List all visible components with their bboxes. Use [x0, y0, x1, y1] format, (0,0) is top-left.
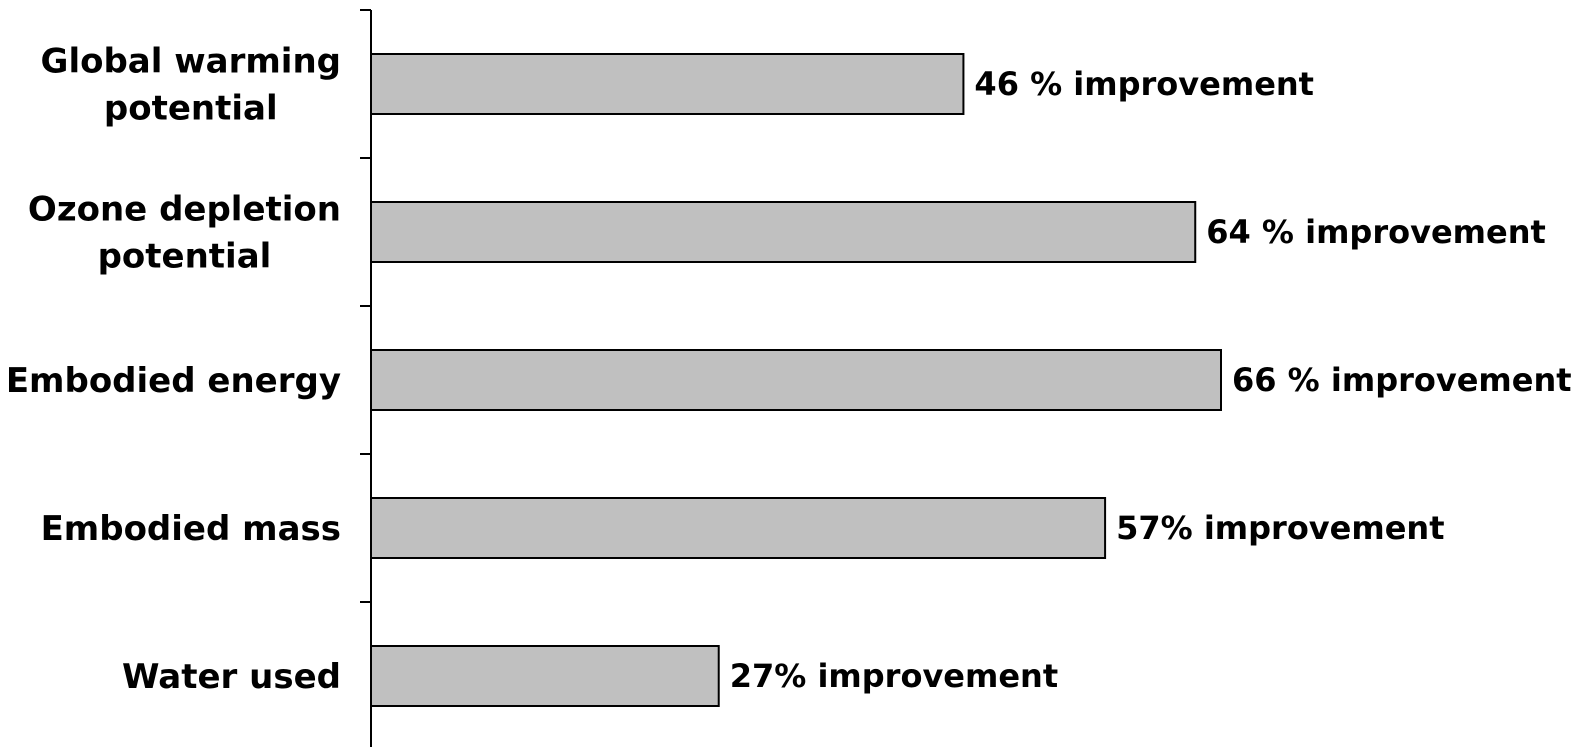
category-label: Embodied mass [41, 509, 341, 549]
bar [370, 53, 965, 115]
data-labels: 46 % improvement 64 % improvement 66 % imp… [730, 65, 1572, 695]
bar [370, 645, 720, 707]
bar [370, 349, 1222, 411]
data-label: 27% improvement [730, 657, 1058, 695]
category-label-line: Ozone depletion [28, 190, 341, 230]
category-label-line: Embodied mass [41, 509, 341, 549]
category-label: Ozone depletion potential [28, 190, 341, 277]
category-labels: Global warming potential Ozone depletion po… [6, 42, 341, 698]
chart-axes [360, 9, 372, 747]
category-label: Global warming potential [41, 42, 341, 129]
data-label: 66 % improvement [1232, 361, 1572, 399]
category-label-line: potential [104, 89, 278, 129]
data-label: 57% improvement [1116, 509, 1444, 547]
data-label: 64 % improvement [1206, 213, 1546, 251]
category-label-line: Embodied energy [6, 361, 341, 401]
bar [370, 201, 1197, 263]
category-label-line: Water used [122, 657, 341, 697]
category-label-line: potential [98, 237, 272, 277]
data-label: 46 % improvement [974, 65, 1314, 103]
category-label: Embodied energy [6, 361, 341, 401]
category-label-line: Global warming [41, 42, 341, 82]
bar [370, 497, 1107, 559]
chart-bars [370, 53, 1222, 707]
category-label: Water used [122, 657, 341, 697]
